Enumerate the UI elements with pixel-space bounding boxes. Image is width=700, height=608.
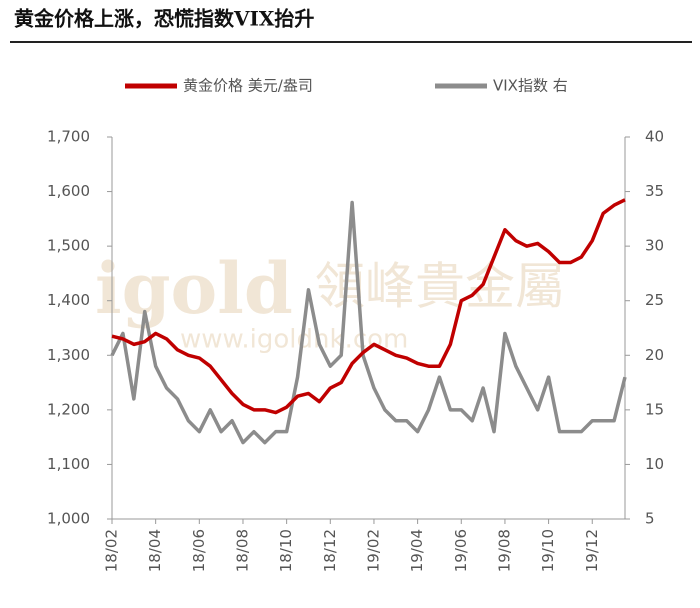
watermark: 領峰貴金屬 — [315, 258, 565, 316]
watermark: www.igoldhk.com — [180, 325, 408, 355]
y-tick-label: 1,000 — [47, 510, 90, 528]
x-tick-label: 19/06 — [452, 529, 470, 572]
y2-tick-label: 20 — [645, 346, 664, 364]
legend-label: VIX指数 右 — [493, 77, 568, 95]
series-line — [111, 198, 626, 415]
x-tick-label: 18/12 — [321, 529, 339, 572]
y2-tick-label: 10 — [645, 455, 664, 473]
y-tick-label: 1,400 — [47, 291, 90, 309]
y2-tick-label: 30 — [645, 237, 664, 255]
x-tick-label: 18/04 — [146, 529, 164, 572]
x-tick-label: 18/10 — [277, 529, 295, 572]
y-tick-label: 1,600 — [47, 182, 90, 200]
chart-title: 黄金价格上涨，恐慌指数VIX抬升 — [14, 7, 314, 31]
x-tick-label: 19/12 — [583, 529, 601, 572]
y-tick-label: 1,200 — [47, 400, 90, 418]
x-tick-label: 19/02 — [364, 529, 382, 572]
y2-tick-label: 25 — [645, 291, 664, 309]
y-tick-label: 1,100 — [47, 455, 90, 473]
x-tick-label: 18/02 — [103, 529, 121, 572]
watermark: igold — [95, 247, 293, 330]
x-tick-label: 18/06 — [190, 529, 208, 572]
y-tick-label: 1,300 — [47, 346, 90, 364]
y2-tick-label: 5 — [645, 510, 655, 528]
y2-tick-label: 40 — [645, 128, 664, 146]
series-line — [110, 200, 627, 445]
x-tick-label: 19/08 — [495, 529, 513, 572]
y-tick-label: 1,500 — [47, 237, 90, 255]
y2-tick-label: 35 — [645, 182, 664, 200]
x-tick-label: 18/08 — [233, 529, 251, 572]
legend-label: 黄金价格 美元/盎司 — [183, 77, 313, 95]
y2-tick-label: 15 — [645, 400, 664, 418]
y-tick-label: 1,700 — [47, 128, 90, 146]
x-tick-label: 19/04 — [408, 529, 426, 572]
x-tick-label: 19/10 — [539, 529, 557, 572]
